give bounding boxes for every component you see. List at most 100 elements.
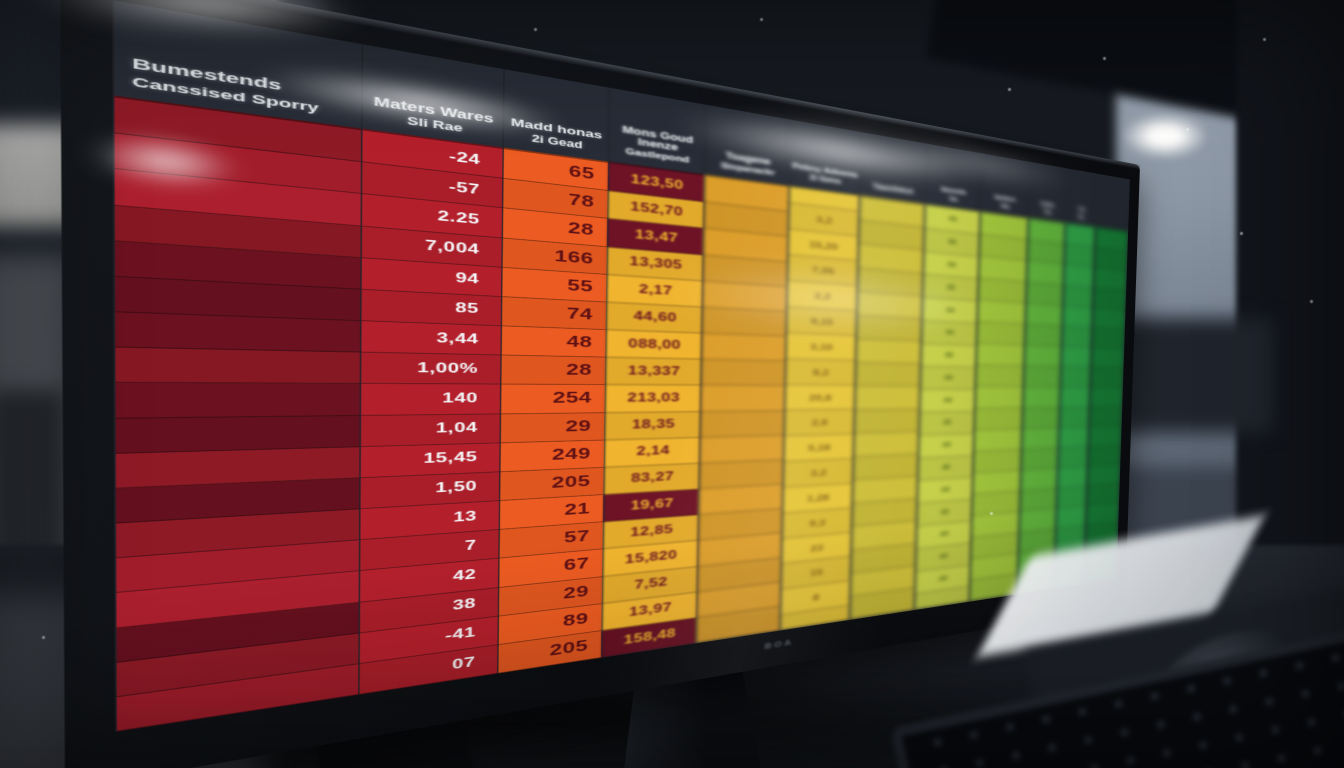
table-column-3: Madd honas 2i Gead 65 78 28 166 55 74 48 28 254 29 2… bbox=[497, 69, 610, 674]
table-cell: 44 bbox=[919, 389, 975, 413]
table-cell bbox=[1092, 307, 1126, 330]
table-cell bbox=[976, 343, 1025, 367]
table-cell bbox=[975, 365, 1024, 388]
table-cell bbox=[1090, 367, 1124, 388]
column-header-line: Tawnfekst bbox=[872, 182, 914, 197]
column-header: Manede Da bbox=[925, 144, 981, 211]
dust-speck bbox=[1310, 300, 1313, 303]
table-cell: 20,8 bbox=[784, 384, 855, 411]
table-cell: 44 bbox=[920, 366, 976, 390]
table-cell: 13,337 bbox=[605, 357, 701, 386]
table-cell: 28 bbox=[501, 355, 606, 386]
column-header bbox=[1096, 174, 1130, 231]
table-cell bbox=[853, 431, 919, 457]
table-cell bbox=[1063, 264, 1094, 288]
column-header-line: Da bbox=[949, 195, 958, 203]
table-cell bbox=[115, 383, 360, 419]
table-cell bbox=[1093, 287, 1127, 310]
table-cell: 74 bbox=[502, 296, 606, 331]
table-cell bbox=[1024, 345, 1062, 367]
table-cell bbox=[973, 428, 1022, 452]
table-cell bbox=[1063, 285, 1094, 308]
column-header: Toagene Stepanackr bbox=[705, 105, 790, 186]
table-cell bbox=[699, 435, 784, 464]
column-header: Madd honas 2i Gead bbox=[504, 69, 609, 161]
column-header: Mons Goud Inenze Gastlepond bbox=[609, 88, 705, 174]
table-cell bbox=[975, 386, 1023, 409]
dust-speck bbox=[760, 18, 763, 21]
column-header: Peks Tla bbox=[1029, 162, 1067, 223]
table-cell: 8,2 bbox=[785, 358, 856, 386]
table-cell: 46 bbox=[921, 343, 977, 368]
table-cell bbox=[855, 339, 922, 365]
table-cell: 5,18 bbox=[783, 434, 854, 463]
table-cell bbox=[854, 386, 920, 410]
dust-speck bbox=[1103, 57, 1106, 60]
dust-speck bbox=[1008, 88, 1011, 91]
table-cell bbox=[1025, 303, 1063, 327]
table-cell bbox=[115, 347, 360, 385]
dust-speck bbox=[42, 636, 45, 639]
table-cell bbox=[1087, 445, 1121, 467]
table-cell: 1,04 bbox=[360, 413, 500, 447]
table-cell: 2,2 bbox=[787, 281, 857, 311]
table-cell bbox=[1059, 407, 1090, 428]
table-cell bbox=[1021, 427, 1059, 450]
table-cell bbox=[1021, 448, 1059, 471]
table-cell bbox=[1023, 366, 1061, 388]
table-cell bbox=[1058, 426, 1089, 449]
dust-speck bbox=[1186, 128, 1189, 131]
table-cell: 140 bbox=[361, 384, 501, 416]
table-column-1: Bumestends Canssised Sporry bbox=[112, 0, 362, 732]
column-header-line: Peks bbox=[1040, 200, 1055, 209]
table-cell bbox=[1061, 346, 1092, 368]
table-cell: 9,15 bbox=[786, 307, 857, 336]
table-cell: 44,60 bbox=[606, 302, 702, 334]
table-cell bbox=[1059, 387, 1091, 408]
table-cell bbox=[1060, 366, 1091, 388]
table-cell bbox=[1022, 387, 1061, 408]
table-cell bbox=[855, 362, 921, 387]
column-header-line: Sta bbox=[1000, 202, 1010, 210]
table-cell bbox=[1022, 407, 1060, 429]
table-cell bbox=[702, 307, 787, 337]
table-column-6: Pekny Advens 2i Gens 3,2 15,20 7,05 2,2 9,15 3,… bbox=[779, 119, 861, 631]
table-cell bbox=[1061, 326, 1092, 348]
table-cell: 44 bbox=[921, 320, 977, 346]
dust-speck bbox=[1240, 232, 1243, 235]
table-cell: 44 bbox=[922, 297, 978, 324]
monitor-screen: Bumestends Canssised Sporry Maters Wares Sl… bbox=[112, 0, 1130, 732]
column-header-line: Ila bbox=[1078, 213, 1084, 220]
table-cell bbox=[1089, 387, 1123, 408]
column-header: Pekny Advens 2i Gens bbox=[790, 120, 861, 195]
table-cell: 3,44 bbox=[361, 321, 501, 356]
table-cell: 254 bbox=[501, 384, 605, 414]
table-cell bbox=[1057, 466, 1088, 489]
table-cell: 48 bbox=[501, 326, 606, 358]
table-cell bbox=[856, 315, 922, 342]
table-cell bbox=[701, 359, 786, 387]
table-cell bbox=[701, 333, 786, 362]
table-column-7: Tawnfekst bbox=[849, 131, 927, 621]
column-header: Tawnfekst bbox=[860, 132, 926, 204]
column-header: Td Ila bbox=[1066, 168, 1097, 226]
table-cell: 1,00% bbox=[361, 352, 501, 385]
column-header-line: Td bbox=[1077, 206, 1085, 214]
table-cell: 45 bbox=[919, 411, 975, 436]
table-cell bbox=[973, 449, 1022, 474]
table-cell: 44 bbox=[918, 433, 974, 459]
table-cell bbox=[1026, 261, 1064, 286]
column-header-line: Nedarn bbox=[994, 193, 1016, 204]
table-cell bbox=[1064, 244, 1095, 268]
dust-speck bbox=[990, 512, 993, 515]
table-cell bbox=[1089, 406, 1123, 427]
table-column-5: Toagene Stepanackr bbox=[695, 104, 791, 644]
dust-speck bbox=[534, 28, 537, 31]
table-cell bbox=[976, 321, 1025, 346]
table-cell bbox=[1088, 426, 1122, 447]
table-cell: 85 bbox=[361, 289, 502, 327]
table-cell: 088,00 bbox=[606, 330, 702, 360]
table-cell: 18,35 bbox=[605, 411, 700, 441]
table-cell: 213,03 bbox=[605, 385, 701, 413]
